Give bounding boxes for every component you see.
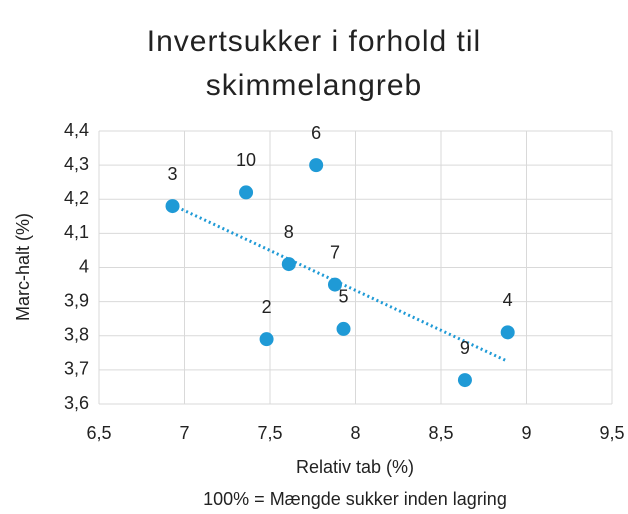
point [309, 158, 324, 173]
annotation: 100% = Mængde sukker inden lagring [203, 489, 507, 509]
point-label: 3 [168, 164, 178, 184]
point-label: 10 [236, 150, 256, 170]
point [457, 373, 472, 388]
x-tick-label: 8,5 [428, 423, 453, 443]
point-label: 6 [311, 123, 321, 143]
point [336, 321, 351, 336]
point-label: 2 [262, 297, 272, 317]
y-axis-label: Marc-halt (%) [13, 213, 33, 321]
x-tick-label: 7,5 [257, 423, 282, 443]
x-tick-label: 9 [521, 423, 531, 443]
y-tick-label: 3,6 [64, 393, 89, 413]
point [239, 185, 254, 200]
point [281, 257, 296, 272]
y-tick-label: 3,8 [64, 325, 89, 345]
chart-title: Invertsukker i forhold til skimmelangreb [146, 25, 482, 102]
point [500, 325, 515, 340]
point-label: 7 [330, 242, 340, 262]
y-tick-label: 3,7 [64, 359, 89, 379]
point-label: 4 [503, 290, 513, 310]
y-tick-label: 4 [79, 256, 89, 276]
x-tick-label: 6,5 [86, 423, 111, 443]
point-label: 5 [339, 287, 349, 307]
x-axis-label: Relativ tab (%) [296, 457, 414, 477]
y-tick-label: 4,4 [64, 120, 89, 140]
y-tick-label: 4,2 [64, 188, 89, 208]
y-tick-label: 3,9 [64, 290, 89, 310]
point [165, 199, 180, 214]
y-tick-label: 4,1 [64, 222, 89, 242]
trendline [171, 203, 509, 363]
point [259, 332, 274, 347]
x-tick-label: 7 [179, 423, 189, 443]
y-tick-label: 4,3 [64, 154, 89, 174]
x-tick-label: 9,5 [599, 423, 624, 443]
point [327, 277, 342, 292]
point-label: 8 [284, 222, 294, 242]
point-label: 9 [460, 338, 470, 358]
x-tick-label: 8 [350, 423, 360, 443]
